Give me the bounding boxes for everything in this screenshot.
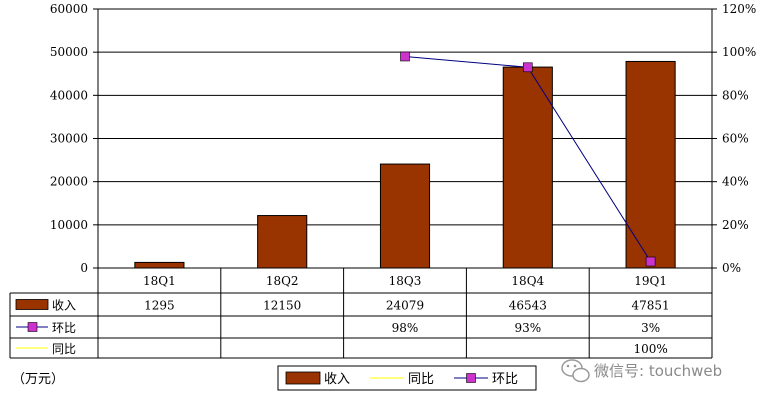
left-tick-label: 0 [80,261,88,275]
axes: 0 10000 20000 30000 40000 50000 60000 0% 20% 40% 6… [50,2,757,275]
table-key-marker [27,322,38,332]
right-tick-label: 60% [722,132,749,146]
left-tick-label: 30000 [50,132,88,146]
bar-18Q2 [257,215,308,269]
wechat-icon [561,359,590,383]
legend-marker-环比 [466,373,476,383]
right-tick-label: 120% [722,2,756,16]
table-row-label: 收入 [52,299,76,313]
unit-label: （万元） [12,372,64,387]
marker-环比 [400,51,410,62]
left-tick-label: 20000 [50,175,88,189]
table-key-swatch [15,299,49,310]
category-label: 18Q4 [511,274,544,288]
left-tick-label: 60000 [50,2,88,16]
watermark-text: 微信号: touchweb [594,362,722,380]
watermark: 微信号: touchweb [561,359,722,383]
category-label: 18Q3 [389,274,422,288]
bar-19Q1 [625,60,676,269]
category-label: 18Q1 [143,274,176,288]
legend-label-环比: 环比 [492,372,518,387]
table-cell: 1295 [144,299,175,313]
table-cell: 46543 [509,299,547,313]
table-row-label: 同比 [52,342,76,356]
right-tick-label: 20% [722,218,749,232]
legend-label-同比: 同比 [408,372,434,387]
table-cell: 24079 [386,299,424,313]
legend-label-收入: 收入 [324,372,350,387]
category-label: 19Q1 [634,274,667,288]
bar-18Q3 [379,163,431,269]
data-table: 18Q1 18Q2 18Q3 18Q4 19Q1 收入 1295 12150 24079 4654… [9,267,713,359]
marker-环比 [645,256,656,267]
bar-18Q4 [502,66,553,269]
legend: 收入 同比 环比 [277,365,537,391]
marker-环比 [522,62,533,73]
table-cell: 100% [633,342,667,356]
table-cell: 98% [392,321,419,335]
left-tick-label: 50000 [50,45,88,59]
table-cell: 47851 [632,299,670,313]
bar-18Q1 [134,261,185,269]
right-tick-label: 80% [722,88,749,102]
right-tick-label: 0% [722,261,741,275]
legend-swatch-收入 [285,371,321,385]
table-cell: 3% [641,321,660,335]
category-label: 18Q2 [266,274,299,288]
bars [134,60,676,269]
lines [400,51,656,267]
left-tick-label: 10000 [50,218,88,232]
right-tick-label: 100% [722,45,756,59]
table-cell: 12150 [263,299,301,313]
right-tick-label: 40% [722,175,749,189]
table-row-label: 环比 [52,321,76,335]
legend-box [277,365,537,391]
table-cell: 93% [514,321,541,335]
left-tick-label: 40000 [50,88,88,102]
